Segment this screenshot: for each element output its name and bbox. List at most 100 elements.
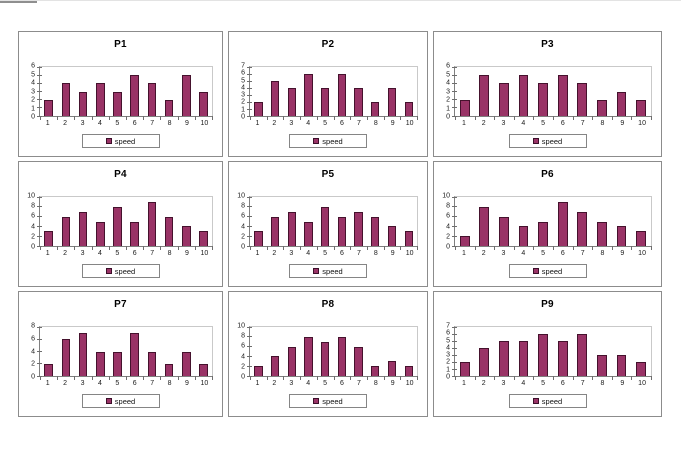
- bar-slot: [631, 67, 651, 116]
- y-tick-label: 2: [446, 358, 450, 366]
- x-tick-mark: [611, 376, 613, 380]
- x-tick-label: 10: [200, 380, 209, 387]
- legend-box: speed: [289, 264, 367, 278]
- plot-area: [452, 326, 652, 380]
- bar: [320, 88, 330, 116]
- chart-area: 0 2 4 6 8 10: [27, 193, 213, 251]
- legend-box: speed: [508, 264, 587, 278]
- x-tick-mark: [40, 246, 41, 250]
- x-tick-label: 9: [390, 120, 395, 127]
- top-border-line: [0, 0, 681, 1]
- bar-slot: [74, 67, 91, 116]
- bar-slot: [160, 197, 177, 246]
- y-tick-label: 6: [446, 62, 450, 70]
- bar-slot: [573, 197, 593, 246]
- y-tick-label: 5: [446, 71, 450, 78]
- y-tick-mark: [247, 225, 252, 227]
- x-tick-label: 10: [638, 120, 646, 127]
- x-tick-mark: [91, 116, 93, 120]
- x-tick-label: 5: [115, 380, 120, 387]
- y-tick-label: 0: [241, 243, 245, 251]
- chart-panel-p5[interactable]: P5 0 2 4 6 8 10 1 2 3 4 5 6 7 8 9 10 speed: [228, 161, 428, 287]
- x-tick-label: 6: [560, 120, 565, 127]
- x-tick-mark: [366, 376, 368, 380]
- bar: [597, 355, 607, 376]
- plot-area: [247, 66, 418, 120]
- legend-box: speed: [289, 134, 367, 148]
- bar: [147, 201, 157, 246]
- y-tick-mark: [452, 66, 457, 68]
- bar-slot: [367, 327, 384, 376]
- x-tick-label: 3: [501, 250, 506, 257]
- chart-panel-p1[interactable]: P1 0 1 2 3 4 5 6 1 2 3 4 5 6 7 8 9 10 speed: [18, 31, 223, 157]
- x-tick-label: 5: [541, 120, 546, 127]
- y-tick-label: 1: [446, 366, 450, 374]
- bar-slot: [126, 327, 143, 376]
- x-tick-mark: [592, 376, 594, 380]
- x-axis-labels: 1 2 3 4 5 6 7 8 9 10: [454, 120, 652, 127]
- x-tick-label: 8: [167, 120, 172, 127]
- x-tick-mark: [572, 246, 574, 250]
- bar: [270, 216, 280, 246]
- x-tick-mark: [474, 376, 476, 380]
- chart-area: 0 2 4 6 8: [31, 323, 213, 381]
- x-tick-label: 7: [356, 120, 361, 127]
- x-tick-mark: [383, 246, 385, 250]
- bar: [78, 211, 88, 246]
- y-tick-mark: [247, 326, 252, 328]
- chart-panel-p7[interactable]: P7 0 2 4 6 8 1 2 3 4 5 6 7 8 9 10 speed: [18, 291, 223, 417]
- chart-panel-p8[interactable]: P8 0 2 4 6 8 10 1 2 3 4 5 6 7 8 9 10 speed: [228, 291, 428, 417]
- bar: [130, 221, 139, 246]
- x-tick-label: 6: [560, 380, 565, 387]
- chart-title: P5: [321, 169, 335, 180]
- x-tick-mark: [143, 376, 145, 380]
- x-tick-label: 4: [97, 380, 102, 387]
- x-axis-labels: 1 2 3 4 5 6 7 8 9 10: [39, 250, 213, 257]
- x-tick-mark: [333, 376, 335, 380]
- legend-swatch-icon: [532, 138, 539, 144]
- y-tick-label: 3: [241, 91, 245, 99]
- x-tick-mark: [108, 376, 110, 380]
- bar: [538, 83, 549, 116]
- x-tick-mark: [108, 116, 110, 120]
- bar-slot: [250, 327, 267, 376]
- bar: [270, 81, 280, 116]
- x-tick-label: 10: [638, 380, 646, 387]
- x-tick-label: 4: [306, 380, 311, 387]
- chart-title: P2: [321, 39, 335, 50]
- x-tick-label: 10: [405, 120, 414, 127]
- y-tick-label: 0: [241, 113, 245, 121]
- chart-panel-p4[interactable]: P4 0 2 4 6 8 10 1 2 3 4 5 6 7 8 9 10 speed: [18, 161, 223, 287]
- chart-panel-p2[interactable]: P2 0 1 2 3 4 5 6 7 1 2 3 4 5 6 7 8 9 10 speed: [228, 31, 428, 157]
- y-tick-label: 6: [31, 212, 35, 220]
- chart-panel-p6[interactable]: P6 0 2 4 6 8 10 1 2 3 4 5 6 7 8 9 10 speed: [433, 161, 662, 287]
- bar-slot: [334, 327, 351, 376]
- x-tick-mark: [126, 376, 127, 380]
- bar-slot: [57, 197, 74, 246]
- x-tick-label: 5: [541, 380, 546, 387]
- x-tick-mark: [513, 246, 515, 250]
- y-tick-mark: [452, 107, 457, 109]
- x-tick-label: 6: [132, 250, 137, 257]
- x-tick-label: 1: [255, 380, 260, 387]
- bar-slot: [126, 197, 143, 246]
- y-tick-label: 10: [442, 192, 450, 200]
- x-tick-mark: [177, 376, 179, 380]
- bar: [577, 211, 588, 246]
- x-tick-mark: [474, 246, 476, 250]
- bar: [113, 351, 122, 376]
- y-tick-mark: [452, 245, 457, 247]
- chart-panel-p3[interactable]: P3 0 1 2 3 4 5 6 1 2 3 4 5 6 7 8 9 10 speed: [433, 31, 662, 157]
- bar-slot: [514, 67, 534, 116]
- y-tick-label: 0: [31, 113, 35, 121]
- bar-slot: [40, 67, 57, 116]
- y-tick-label: 3: [31, 88, 35, 95]
- y-tick-mark: [37, 326, 42, 328]
- x-tick-mark: [194, 116, 196, 120]
- x-tick-label: 8: [373, 250, 378, 257]
- chart-panel-p9[interactable]: P9 0 1 2 3 4 5 6 7 1 2 3 4 5 6 7 8 9 10 speed: [433, 291, 662, 417]
- x-tick-label: 9: [620, 380, 625, 387]
- legend-swatch-icon: [532, 398, 539, 404]
